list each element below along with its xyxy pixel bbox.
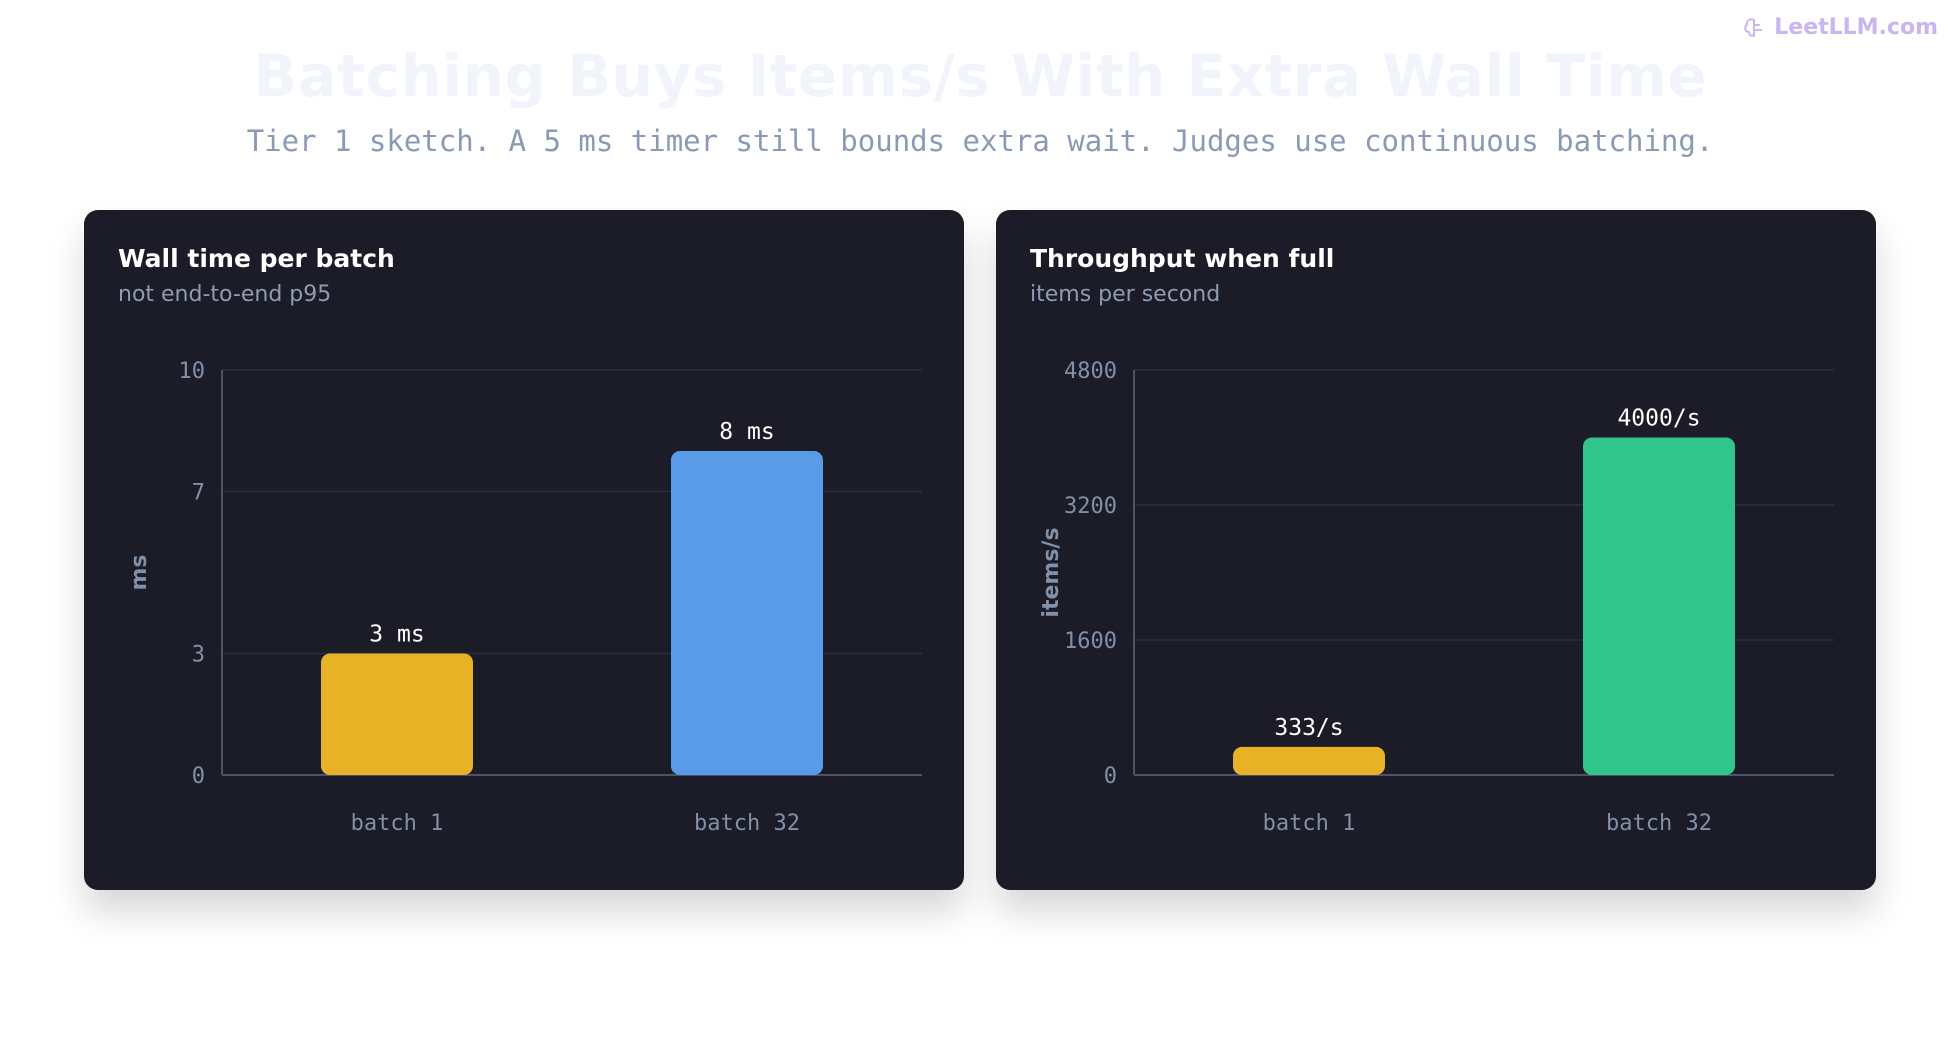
- bar: [1233, 746, 1385, 775]
- brand-name: LeetLLM.com: [1774, 15, 1938, 40]
- x-tick-label: batch 1: [1263, 811, 1356, 836]
- chart-title: Wall time per batch: [118, 244, 395, 273]
- y-tick-label: 7: [192, 481, 205, 506]
- data-label: 3 ms: [369, 622, 424, 648]
- chart-subtitle: not end-to-end p95: [118, 282, 332, 307]
- page-subtitle: Tier 1 sketch. A 5 ms timer still bounds…: [246, 124, 1714, 158]
- x-tick-label: batch 32: [694, 811, 800, 836]
- throughput-chart: 0 1600 3200 4800 items/s 333/s batch 1 4000/s ba…: [1039, 359, 1834, 836]
- y-tick-label: 0: [192, 764, 205, 789]
- chart-subtitle: items per second: [1030, 282, 1221, 307]
- x-tick-label: batch 1: [351, 811, 444, 836]
- chart-panel-wall-time: Wall time per batch not end-to-end p95 0…: [84, 210, 964, 890]
- x-tick-label: batch 32: [1606, 811, 1712, 836]
- y-tick-label: 10: [179, 359, 206, 384]
- y-axis-label: items/s: [1039, 527, 1064, 617]
- y-tick-label: 1600: [1064, 629, 1117, 654]
- y-tick-label: 4800: [1064, 359, 1117, 384]
- bar: [1583, 437, 1735, 775]
- chart-panel-throughput: Throughput when full items per second 0 1…: [996, 210, 1876, 890]
- bar: [321, 653, 473, 775]
- data-label: 333/s: [1274, 715, 1343, 741]
- data-label: 4000/s: [1617, 406, 1700, 432]
- page-title: Batching Buys Items/s With Extra Wall Ti…: [252, 42, 1708, 110]
- y-tick-label: 3200: [1064, 494, 1117, 519]
- brand-logo[interactable]: LeetLLM.com: [1742, 15, 1938, 40]
- chart-title: Throughput when full: [1030, 244, 1335, 273]
- brain-icon: [1744, 17, 1763, 37]
- y-axis-label: ms: [127, 554, 152, 590]
- wall-time-chart: 0 3 7 10 ms 3 ms batch 1 8 ms batch 32: [127, 359, 922, 836]
- bar: [671, 451, 823, 775]
- y-tick-label: 3: [192, 643, 205, 668]
- data-label: 8 ms: [719, 419, 774, 445]
- y-tick-label: 0: [1104, 764, 1117, 789]
